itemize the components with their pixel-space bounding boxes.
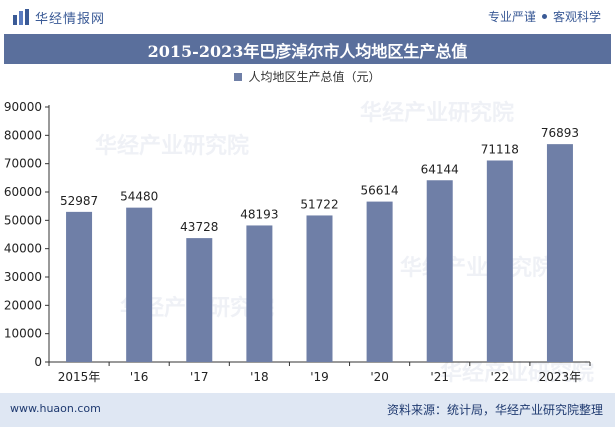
y-tick-label: 40000: [4, 242, 42, 256]
x-tick-label: '18: [250, 370, 269, 384]
bar: [366, 201, 393, 362]
title-bar: 2015-2023年巴彦淖尔市人均地区生产总值: [4, 34, 611, 64]
bar: [186, 238, 213, 362]
legend-label: 人均地区生产总值（元）: [248, 70, 381, 84]
dot-separator-icon: [541, 14, 547, 19]
data-label: 54480: [120, 190, 158, 204]
data-label: 76893: [541, 126, 579, 140]
bar: [66, 211, 93, 362]
x-tick-label: 2023年: [539, 370, 582, 384]
x-tick-label: 2015年: [58, 370, 101, 384]
legend-swatch: [234, 72, 243, 81]
logo-icon: [13, 9, 29, 25]
y-tick-label: 50000: [4, 213, 42, 227]
slogan-left: 专业严谨: [487, 10, 536, 24]
top-bar: 华经情报网 专业严谨 客观科学: [0, 0, 615, 34]
data-label: 48193: [240, 207, 278, 221]
bar: [486, 160, 513, 362]
y-tick-label: 70000: [4, 157, 42, 171]
bar: [306, 215, 333, 362]
y-tick-label: 0: [34, 355, 42, 369]
footer: www.huaon.com 资料来源：统计局，华经产业研究院整理: [0, 393, 615, 427]
y-tick-label: 10000: [4, 327, 42, 341]
chart-title: 2015-2023年巴彦淖尔市人均地区生产总值: [147, 42, 468, 61]
site-url: www.huaon.com: [10, 402, 101, 415]
data-label: 51722: [300, 197, 338, 211]
y-tick-label: 30000: [4, 270, 42, 284]
bar: [246, 225, 273, 362]
data-label: 52987: [60, 194, 98, 208]
x-tick-label: '21: [430, 370, 449, 384]
x-tick-label: '19: [310, 370, 329, 384]
data-label: 71118: [481, 142, 519, 156]
bar: [126, 207, 153, 362]
data-source: 资料来源：统计局，华经产业研究院整理: [386, 403, 603, 417]
brand-name: 华经情报网: [35, 12, 106, 27]
legend: 人均地区生产总值（元）: [0, 68, 615, 85]
y-tick-label: 80000: [4, 128, 42, 142]
bar: [426, 180, 453, 362]
data-label: 43728: [180, 220, 218, 234]
bar: [546, 144, 573, 362]
data-label: 64144: [421, 162, 459, 176]
slogan-right: 客观科学: [552, 10, 601, 24]
x-tick-label: '17: [190, 370, 209, 384]
x-tick-label: '22: [491, 370, 510, 384]
data-label: 56614: [361, 184, 399, 198]
x-tick-label: '20: [370, 370, 389, 384]
y-tick-label: 60000: [4, 185, 42, 199]
y-tick-label: 90000: [4, 100, 42, 114]
y-tick-label: 20000: [4, 298, 42, 312]
bar-chart: 0 10000 20000 30000 40000 50000 60000 70000 8000…: [4, 100, 591, 384]
slogan: 专业严谨 客观科学: [488, 8, 601, 25]
x-tick-label: '16: [130, 370, 149, 384]
